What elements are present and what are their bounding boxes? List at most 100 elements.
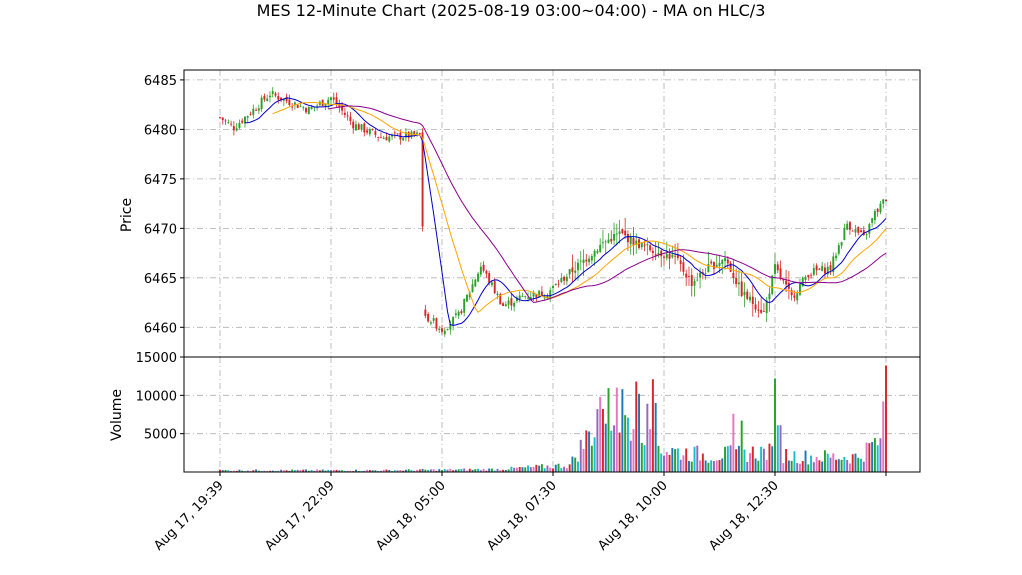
volume-bar bbox=[649, 429, 652, 472]
candle-body bbox=[260, 97, 263, 110]
volume-bar bbox=[721, 458, 724, 472]
volume-bar bbox=[690, 461, 693, 472]
candle-body bbox=[521, 296, 524, 297]
volume-bar bbox=[521, 467, 524, 472]
volume-bar bbox=[876, 445, 879, 472]
volume-bar bbox=[280, 469, 283, 472]
volume-bar bbox=[282, 470, 285, 472]
x-tick-label: Aug 18, 10:00 bbox=[595, 478, 671, 554]
candle-body bbox=[441, 328, 443, 332]
volume-bar bbox=[388, 469, 391, 472]
candle-body bbox=[799, 284, 801, 295]
candle-body bbox=[804, 276, 807, 280]
volume-bar bbox=[615, 387, 618, 472]
volume-bar bbox=[712, 461, 715, 472]
volume-bar bbox=[385, 469, 388, 472]
volume-bar bbox=[316, 469, 319, 472]
volume-bar bbox=[429, 469, 432, 472]
candle-body bbox=[829, 265, 832, 271]
volume-bar bbox=[393, 470, 396, 472]
volume-bar bbox=[252, 470, 255, 472]
x-tick-label: Aug 18, 05:00 bbox=[373, 478, 449, 554]
candle-body bbox=[862, 230, 865, 236]
volume-bar bbox=[424, 469, 427, 472]
candle-body bbox=[327, 99, 330, 105]
candle-body bbox=[393, 132, 396, 134]
volume-bar bbox=[271, 470, 274, 472]
volume-bar bbox=[579, 439, 582, 472]
volume-bar bbox=[327, 469, 330, 472]
candle-body bbox=[291, 106, 294, 108]
volume-bar bbox=[488, 468, 491, 472]
candle-body bbox=[246, 115, 249, 118]
candle-body bbox=[821, 265, 824, 271]
candle-body bbox=[876, 209, 879, 212]
candle-body bbox=[349, 116, 352, 122]
candle-body bbox=[593, 250, 596, 257]
volume-bar bbox=[235, 470, 238, 472]
candle-body bbox=[810, 274, 813, 276]
volume-bar bbox=[590, 445, 593, 472]
volume-bar bbox=[407, 469, 410, 472]
volume-bar bbox=[454, 469, 457, 472]
candle-body bbox=[396, 133, 399, 135]
candle-body bbox=[846, 223, 849, 230]
volume-bar bbox=[757, 460, 760, 472]
candle-body bbox=[427, 313, 430, 322]
volume-bar bbox=[477, 468, 480, 472]
candle-body bbox=[779, 268, 782, 279]
volume-bar bbox=[257, 470, 260, 472]
volume-bar bbox=[771, 446, 774, 472]
candle-body bbox=[757, 309, 760, 311]
candle-body bbox=[823, 267, 826, 274]
volume-bar bbox=[299, 469, 302, 472]
candle-body bbox=[729, 262, 732, 272]
candle-body bbox=[305, 108, 307, 113]
volume-bar bbox=[621, 389, 624, 472]
candle-body bbox=[654, 254, 657, 256]
volume-bar bbox=[629, 440, 632, 472]
candle-body bbox=[404, 132, 407, 138]
candle-body bbox=[632, 238, 635, 245]
volume-bar bbox=[871, 442, 874, 472]
volume-bar bbox=[421, 468, 424, 472]
volume-bar bbox=[302, 469, 305, 472]
candle-body bbox=[255, 110, 258, 111]
candle-body bbox=[854, 229, 857, 233]
volume-bar bbox=[538, 465, 541, 472]
candle-body bbox=[857, 226, 860, 233]
volume-bar bbox=[638, 393, 640, 472]
candle-body bbox=[407, 131, 410, 138]
candle-body bbox=[671, 254, 674, 258]
volume-bar bbox=[810, 455, 813, 472]
candle-body bbox=[355, 124, 357, 131]
candle-body bbox=[293, 102, 296, 106]
candle-body bbox=[488, 273, 491, 283]
candle-body bbox=[743, 291, 746, 296]
volume-bar bbox=[682, 455, 685, 472]
candle-body bbox=[785, 280, 788, 285]
volume-bar bbox=[305, 469, 307, 472]
candle-body bbox=[241, 120, 244, 123]
volume-bar bbox=[341, 470, 344, 472]
candle-body bbox=[604, 241, 607, 243]
candle-body bbox=[244, 116, 246, 124]
volume-bar bbox=[363, 470, 366, 472]
volume-bar bbox=[266, 470, 269, 472]
volume-bar bbox=[790, 460, 793, 472]
volume-axis: 5000 10000 15000 bbox=[136, 351, 184, 443]
volume-bar bbox=[582, 448, 585, 472]
volume-bar bbox=[435, 470, 438, 472]
candle-body bbox=[446, 329, 449, 331]
candle-body bbox=[885, 199, 887, 201]
volume-bar bbox=[868, 443, 871, 472]
volume-bar bbox=[796, 463, 799, 472]
volume-bar bbox=[588, 431, 591, 472]
candle-body bbox=[515, 297, 518, 302]
candle-body bbox=[646, 244, 649, 246]
volume-bar bbox=[563, 466, 566, 472]
candle-body bbox=[621, 228, 624, 234]
volume-bar bbox=[843, 456, 846, 472]
moving-average-line bbox=[272, 101, 887, 314]
